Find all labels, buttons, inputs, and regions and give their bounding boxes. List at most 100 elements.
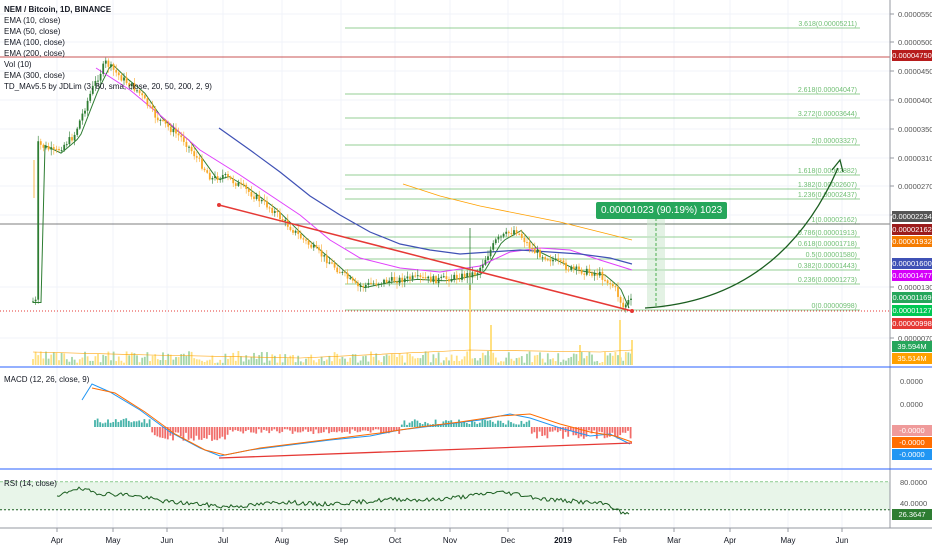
candle-body (411, 275, 414, 280)
time-axis-label: Apr (51, 536, 64, 545)
macd-histogram-bar (117, 421, 120, 427)
candle-body (136, 90, 138, 92)
candle-body (541, 257, 544, 259)
candle-body (557, 258, 560, 261)
volume-bar (388, 355, 391, 365)
candle-body (279, 212, 281, 220)
macd-histogram-bar (211, 427, 213, 441)
macd-histogram-bar (190, 427, 193, 439)
candle-body (276, 211, 279, 213)
candle-body (149, 105, 151, 107)
volume-ma-line (32, 349, 633, 359)
volume-bar (536, 354, 539, 365)
volume-bar (375, 353, 378, 365)
macd-histogram-bar (489, 420, 492, 427)
chart-legend[interactable]: NEM / Bitcoin, 1D, BINANCE EMA (10, clos… (4, 4, 212, 92)
volume-bar (552, 358, 554, 365)
volume-bar (167, 353, 170, 365)
macd-histogram-bar (120, 420, 122, 427)
volume-bar (539, 352, 541, 365)
volume-bar (453, 360, 456, 365)
volume-bar (279, 354, 281, 365)
macd-histogram-bar (200, 427, 203, 440)
projection-arrow (644, 167, 839, 309)
macd-histogram-bar (515, 424, 518, 427)
candle-body (240, 182, 242, 184)
macd-histogram-bar (244, 427, 247, 432)
candle-body (593, 273, 596, 276)
macd-histogram-bar (247, 427, 250, 430)
volume-bar (593, 361, 596, 365)
macd-label[interactable]: MACD (12, 26, close, 9) (4, 375, 90, 384)
candle-body (604, 279, 606, 281)
macd-histogram-bar (520, 420, 523, 427)
candle-body (305, 239, 307, 241)
macd-histogram-bar (476, 423, 479, 427)
macd-histogram-bar (403, 420, 406, 427)
rsi-pane: 80.0000 40.0000 (0, 478, 927, 515)
price-range-measure[interactable]: 0.00001023 (90.19%) 1023 (596, 202, 728, 219)
macd-histogram-bar (333, 427, 336, 432)
price-tag: 0.00001932 (892, 236, 932, 247)
candle-body (320, 250, 323, 257)
macd-histogram-bar (533, 427, 536, 433)
candle-body (84, 110, 86, 114)
volume-bar (180, 354, 183, 365)
rsi-label[interactable]: RSI (14, close) (4, 479, 57, 488)
volume-bar (631, 340, 633, 365)
macd-histogram-bar (234, 427, 237, 431)
volume-bar (328, 355, 331, 365)
macd-histogram-bar (369, 427, 372, 433)
candle-body (520, 233, 523, 238)
candle-body (619, 296, 622, 303)
volume-bar (419, 358, 422, 365)
candle-body (359, 285, 362, 287)
macd-histogram-bar (268, 427, 271, 434)
candle-body (123, 77, 125, 81)
volume-bar (354, 354, 357, 365)
candle-body (37, 141, 40, 300)
macd-pane: 0.0000 0.0000 (81, 377, 923, 459)
volume-bar (310, 354, 313, 365)
macd-histogram-bar (546, 427, 549, 439)
candle-body (559, 260, 562, 262)
macd-histogram-bar (387, 427, 390, 434)
fib-level-label: 0.618(0.00001718) (798, 241, 857, 248)
indicator-label[interactable]: EMA (50, close) (4, 27, 61, 36)
volume-bar (302, 362, 305, 365)
macd-histogram-bar (302, 427, 304, 432)
candle-body (383, 279, 385, 284)
volume-bar (162, 352, 164, 365)
volume-bar (367, 361, 370, 365)
candle-body (502, 233, 505, 237)
macd-histogram-bar (525, 421, 528, 427)
drawings[interactable] (0, 158, 844, 313)
candle-body (60, 150, 63, 152)
indicator-label[interactable]: EMA (100, close) (4, 38, 65, 47)
macd-histogram-bar (611, 427, 614, 433)
volume-bar (71, 356, 73, 365)
candle-body (429, 276, 432, 282)
candle-body (419, 275, 422, 278)
volume-bar (73, 359, 76, 365)
macd-histogram-bar (237, 427, 239, 431)
macd-histogram-bar (400, 424, 403, 427)
indicator-label[interactable]: Vol (10) (4, 60, 32, 69)
macd-histogram-bar (265, 427, 268, 431)
macd-histogram-bar (538, 427, 541, 432)
volume-bar (544, 362, 547, 365)
candle-body (390, 277, 393, 281)
volume-bar (45, 351, 47, 365)
candle-body (372, 283, 375, 285)
indicator-label[interactable]: EMA (10, close) (4, 16, 61, 25)
candle-body (188, 146, 190, 148)
indicator-label[interactable]: TD_MAv5.5 by JDLim (3, 80, sma, close, 2… (4, 82, 212, 91)
volume-bar (68, 361, 71, 365)
candle-body (117, 72, 120, 76)
candle-body (510, 233, 513, 235)
indicator-label[interactable]: EMA (200, close) (4, 49, 65, 58)
macd-histogram-bar (603, 427, 606, 439)
candle-body (341, 271, 344, 273)
indicator-label[interactable]: EMA (300, close) (4, 71, 65, 80)
